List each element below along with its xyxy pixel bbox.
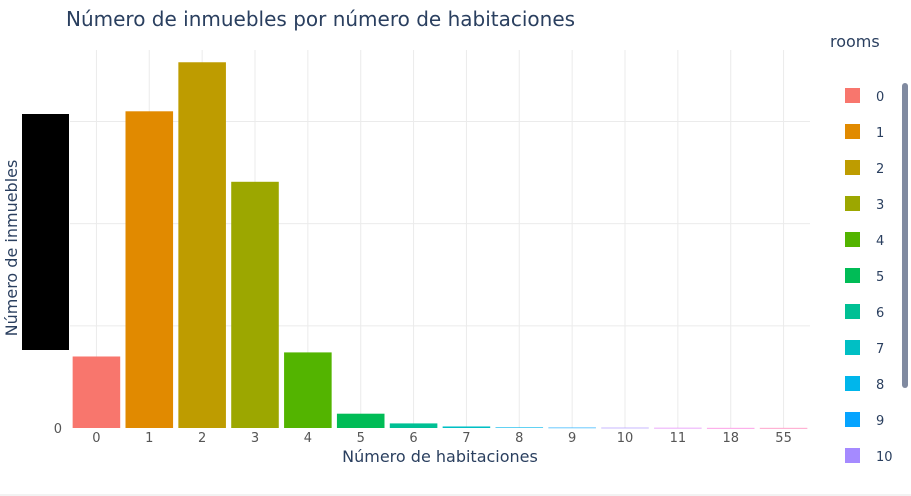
- y-tick-label: 0: [54, 422, 62, 437]
- bar-0[interactable]: [72, 356, 121, 428]
- legend-item-9[interactable]: 9: [845, 412, 884, 429]
- legend-swatch: [845, 304, 860, 319]
- legend-item-2[interactable]: 2: [845, 160, 884, 177]
- y-tick-labels: 0: [54, 422, 62, 437]
- x-tick-label: 55: [775, 431, 792, 446]
- chart-title: Número de inmuebles por número de habita…: [66, 7, 575, 31]
- legend-swatch: [845, 124, 860, 139]
- bar-4[interactable]: [284, 352, 332, 428]
- legend-swatch: [845, 196, 860, 211]
- x-tick-label: 9: [568, 431, 576, 446]
- legend-item-0[interactable]: 0: [845, 88, 884, 105]
- legend-item-7[interactable]: 7: [845, 340, 884, 357]
- legend-label: 0: [876, 90, 884, 105]
- x-tick-label: 7: [462, 431, 470, 446]
- bar-11[interactable]: [654, 427, 702, 429]
- x-tick-label: 18: [722, 431, 739, 446]
- legend-item-3[interactable]: 3: [845, 196, 884, 213]
- x-tick-labels: 0 1 2 3 4 5 6 7 8 9 10 11 18 55: [92, 431, 792, 446]
- legend-label: 8: [876, 378, 884, 393]
- legend-label: 10: [876, 450, 893, 465]
- bar-55[interactable]: [759, 427, 808, 429]
- legend-swatch: [845, 268, 860, 283]
- legend-label: 3: [876, 198, 884, 213]
- bar-18[interactable]: [706, 427, 755, 429]
- legend-swatch: [845, 340, 860, 355]
- bar-3[interactable]: [231, 181, 279, 428]
- bar-1[interactable]: [125, 111, 174, 428]
- legend-label: 6: [876, 306, 884, 321]
- bar-10[interactable]: [601, 427, 649, 429]
- legend[interactable]: rooms 0 1 2 3 4 5 6 7 8 9 10: [830, 32, 908, 465]
- legend-label: 4: [876, 234, 884, 249]
- redaction-box: [22, 114, 69, 350]
- legend-label: 5: [876, 270, 884, 285]
- legend-item-5[interactable]: 5: [845, 268, 884, 285]
- legend-swatch: [845, 376, 860, 391]
- x-tick-label: 1: [145, 431, 153, 446]
- bar-6[interactable]: [389, 423, 438, 428]
- bars: [72, 62, 808, 429]
- legend-label: 1: [876, 126, 884, 141]
- legend-scrollbar[interactable]: [902, 83, 908, 388]
- x-tick-label: 3: [251, 431, 259, 446]
- legend-label: 9: [876, 414, 884, 429]
- bar-7[interactable]: [442, 426, 491, 428]
- x-tick-label: 4: [304, 431, 312, 446]
- grid-lines: [70, 50, 810, 428]
- x-axis-title: Número de habitaciones: [342, 447, 538, 466]
- legend-title: rooms: [830, 32, 880, 51]
- legend-item-4[interactable]: 4: [845, 232, 884, 249]
- x-tick-label: 8: [515, 431, 523, 446]
- legend-swatch: [845, 448, 860, 463]
- bar-9[interactable]: [548, 427, 596, 429]
- x-tick-label: 10: [617, 431, 634, 446]
- legend-label: 7: [876, 342, 884, 357]
- legend-items[interactable]: 0 1 2 3 4 5 6 7 8 9 10: [845, 88, 893, 465]
- legend-swatch: [845, 160, 860, 175]
- x-tick-label: 5: [357, 431, 365, 446]
- legend-item-1[interactable]: 1: [845, 124, 884, 141]
- x-tick-label: 0: [92, 431, 100, 446]
- bar-5[interactable]: [336, 413, 385, 428]
- bar-8[interactable]: [495, 427, 544, 428]
- legend-swatch: [845, 412, 860, 427]
- legend-item-8[interactable]: 8: [845, 376, 884, 393]
- x-tick-label: 6: [409, 431, 417, 446]
- x-tick-label: 11: [670, 431, 687, 446]
- legend-item-6[interactable]: 6: [845, 304, 884, 321]
- legend-swatch: [845, 232, 860, 247]
- bar-2[interactable]: [178, 62, 226, 428]
- legend-label: 2: [876, 162, 884, 177]
- legend-item-10[interactable]: 10: [845, 448, 893, 465]
- legend-swatch: [845, 88, 860, 103]
- x-tick-label: 2: [198, 431, 206, 446]
- y-axis-title: Número de inmuebles: [2, 160, 21, 337]
